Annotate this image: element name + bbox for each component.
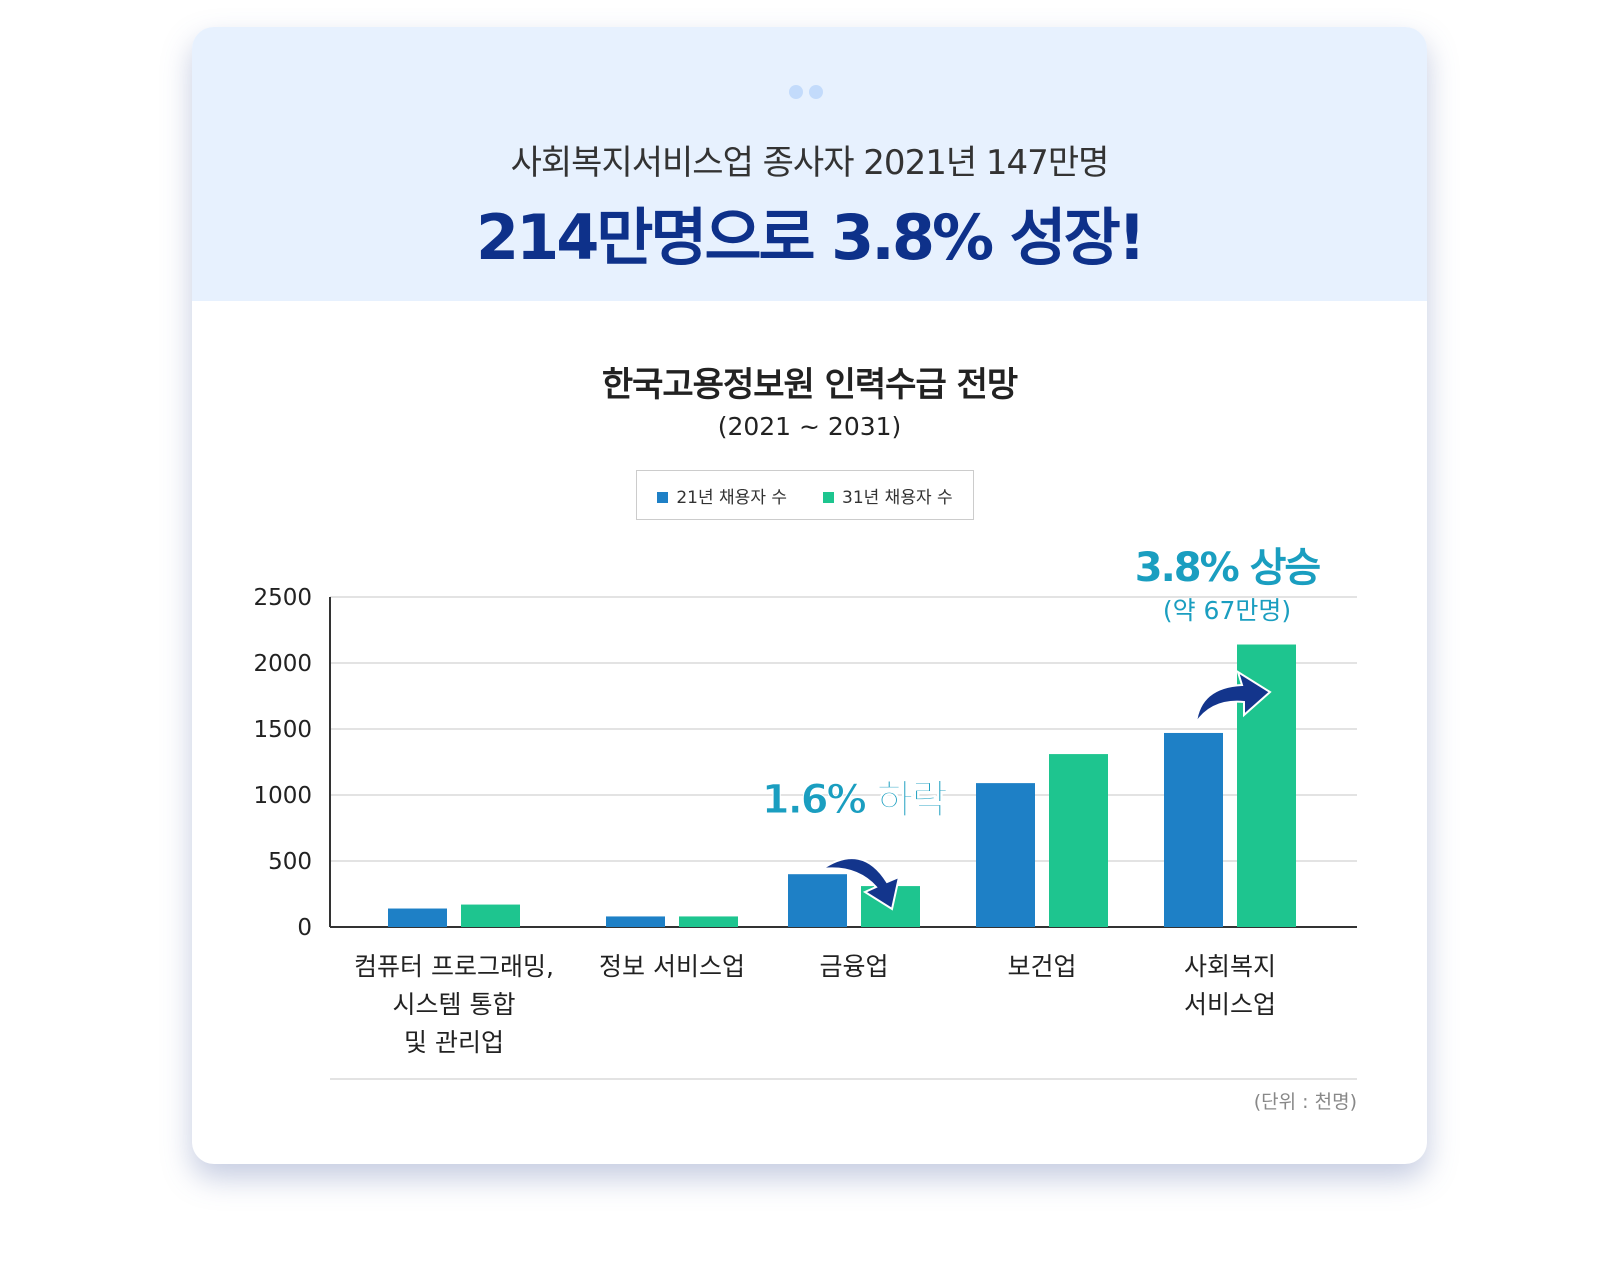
infographic-card: 사회복지서비스업 종사자 2021년 147만명 214만명으로 3.8% 성장… [192,27,1427,1164]
legend-swatch [823,491,834,503]
x-tick-label: 시스템 통합 [393,990,516,1019]
legend-label: 31년 채용자 수 [842,487,953,508]
header-subtitle: 사회복지서비스업 종사자 2021년 147만명 [510,143,1110,183]
x-tick-label: 사회복지 [1184,952,1276,981]
bar-2021 [388,908,447,927]
y-tick-label: 500 [268,849,312,875]
bar-2021 [788,874,847,927]
bar-2031 [461,904,520,927]
x-tick-label: 서비스업 [1184,990,1276,1019]
x-tick-label: 컴퓨터 프로그래밍, [354,952,554,981]
legend-item-31: 31년 채용자 수 [823,483,953,508]
legend-label: 21년 채용자 수 [676,487,787,508]
x-tick-label: 금융업 [819,952,888,981]
y-tick-label: 2000 [253,651,312,677]
bar-2031 [1049,754,1108,927]
chart-title: 한국고용정보원 인력수급 전망 [601,365,1018,405]
unit-note: (단위 : 천명) [1253,1091,1357,1113]
legend-swatch [657,491,669,503]
decorative-dots [789,85,823,99]
x-tick-label: 및 관리업 [404,1028,504,1057]
y-tick-label: 0 [297,915,312,941]
chart-legend: 21년 채용자 수 31년 채용자 수 [636,470,974,520]
arrow-up-icon [1195,669,1272,724]
annotation-decrease: 1.6% 하락 [762,777,949,823]
legend-item-21: 21년 채용자 수 [657,483,787,508]
x-tick-label: 정보 서비스업 [599,952,745,981]
arrow-down-icon [821,857,901,911]
bar-2031 [679,916,738,927]
bar-2021 [606,916,665,927]
bar-2021 [976,783,1035,927]
y-tick-label: 2500 [253,585,312,611]
annotation-increase: 3.8% 상승 [1135,545,1321,591]
bar-chart: 0 500 1000 1500 2000 2500 컴퓨터 프로그래밍, 시스템 통합및 관리… [253,545,1357,1080]
bar-2021 [1164,732,1223,927]
y-tick-label: 1500 [253,717,312,743]
header-headline: 214만명으로 3.8% 성장! [475,201,1146,274]
chart-subtitle: (2021 ~ 2031) [717,412,902,441]
x-tick-label: 보건업 [1007,952,1076,981]
header-band: 사회복지서비스업 종사자 2021년 147만명 214만명으로 3.8% 성장… [192,27,1427,301]
annotation-increase-sub: (약 67만명) [1163,596,1291,625]
y-tick-label: 1000 [253,783,312,809]
